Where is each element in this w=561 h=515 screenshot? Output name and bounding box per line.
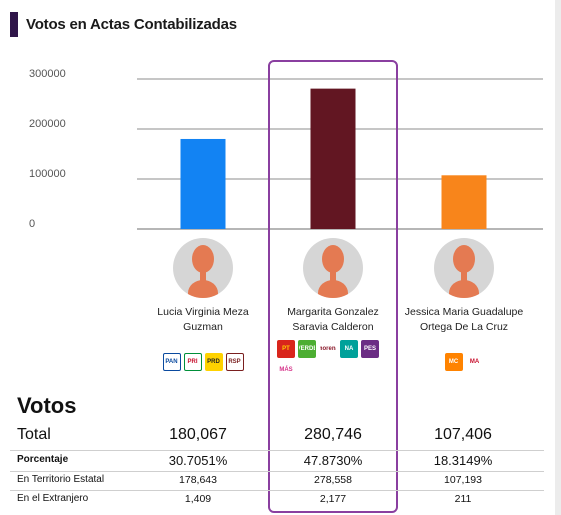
percentage-cell: 47.8730% bbox=[303, 453, 363, 468]
scrollbar-track[interactable] bbox=[555, 0, 561, 515]
candidate-avatar-icon bbox=[173, 238, 233, 298]
row-label: En Territorio Estatal bbox=[17, 474, 105, 485]
votes-bar-chart: 0 100000 200000 300000 bbox=[29, 68, 543, 230]
territory-cell: 278,558 bbox=[314, 474, 352, 486]
row-label: Total bbox=[17, 426, 51, 443]
pvem-logo-icon: VERDE bbox=[298, 340, 316, 358]
candidate-avatar-icon bbox=[434, 238, 494, 298]
bar[interactable] bbox=[310, 88, 356, 229]
abroad-cell: 2,177 bbox=[319, 493, 347, 505]
y-tick-label: 200000 bbox=[29, 118, 66, 130]
total-cell: 280,746 bbox=[304, 426, 362, 443]
party-logos: MC MA bbox=[444, 353, 484, 371]
morena-logo-icon: morena bbox=[319, 340, 337, 358]
y-tick-label: 300000 bbox=[29, 68, 66, 80]
percentage-cell: 30.7051% bbox=[168, 453, 228, 468]
candidate-name: Jessica Maria Guadalupe Ortega De La Cru… bbox=[404, 306, 524, 333]
votes-row-territory: En Territorio Estatal 178,643 278,558 10… bbox=[10, 471, 544, 491]
y-tick-label: 0 bbox=[29, 218, 35, 230]
total-cell: 180,067 bbox=[169, 426, 227, 443]
party-logos: PAN PRI PRD RSP bbox=[162, 353, 244, 371]
territory-cell: 178,643 bbox=[179, 474, 217, 486]
votes-row-abroad: En el Extranjero 1,409 2,177 211 bbox=[10, 490, 544, 509]
pan-logo-icon: PAN bbox=[162, 353, 181, 371]
leading-candidate-highlight bbox=[268, 60, 398, 513]
pt-logo-icon: PT bbox=[277, 340, 295, 358]
section-title: Votos en Actas Contabilizadas bbox=[26, 15, 237, 33]
votes-row-total: Total 180,067 280,746 107,406 bbox=[10, 424, 544, 451]
header-accent-bar bbox=[10, 11, 18, 37]
y-tick-label: 100000 bbox=[29, 168, 66, 180]
territory-cell: 107,193 bbox=[444, 474, 482, 486]
section-header: Votos en Actas Contabilizadas bbox=[10, 11, 237, 37]
total-cell: 107,406 bbox=[434, 426, 492, 443]
candidate-name: Lucia Virginia Meza Guzman bbox=[157, 306, 249, 333]
nueva-alianza-logo-icon: NA bbox=[340, 340, 358, 358]
local-party-logo-icon: RSP bbox=[225, 353, 244, 371]
votes-title: Votos bbox=[17, 393, 77, 418]
pri-logo-icon: PRI bbox=[183, 353, 202, 371]
votes-row-percentage: Porcentaje 30.7051% 47.8730% 18.3149% bbox=[10, 450, 544, 472]
pes-logo-icon: PES bbox=[361, 340, 379, 358]
percentage-cell: 18.3149% bbox=[433, 453, 493, 468]
abroad-cell: 211 bbox=[454, 493, 472, 505]
candidate-avatar-icon bbox=[303, 238, 363, 298]
party-logos: PTVERDEmorenaNAPES MÁS bbox=[277, 340, 389, 379]
abroad-cell: 1,409 bbox=[184, 493, 212, 505]
movimiento-ciudadano-logo-icon: MC bbox=[444, 353, 463, 371]
candidate-name: Margarita Gonzalez Saravia Calderon bbox=[287, 306, 379, 333]
row-label: En el Extranjero bbox=[17, 493, 89, 504]
bar[interactable] bbox=[180, 138, 226, 229]
prd-logo-icon: PRD bbox=[204, 353, 223, 371]
row-label: Porcentaje bbox=[17, 454, 69, 465]
local-party-logo-2-icon: MA bbox=[465, 353, 484, 371]
bar[interactable] bbox=[441, 175, 487, 229]
mas-logo-icon: MÁS bbox=[277, 361, 295, 379]
